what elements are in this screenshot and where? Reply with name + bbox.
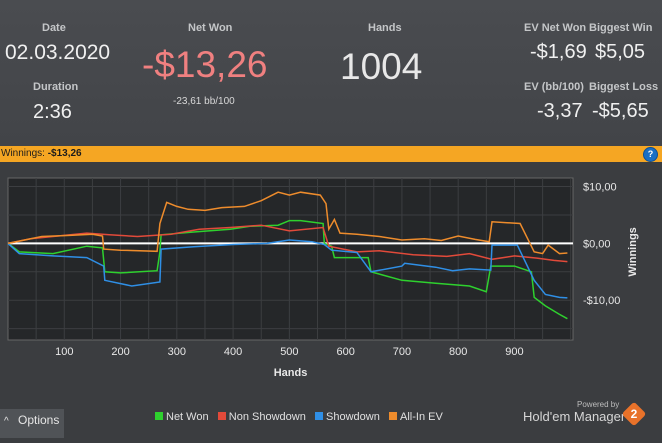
y-tick-label: $0,00 — [583, 238, 611, 250]
x-tick-label: 200 — [111, 346, 129, 358]
legend-swatch — [217, 412, 226, 420]
winnings-chart: 100 200 300 400 500 600 700 800 900 $10,00 $0,00 -$… — [7, 177, 639, 379]
legend-showdown[interactable]: Showdown — [315, 411, 380, 423]
winnings-bar: Winnings: -$13,26 — [0, 146, 662, 162]
ev-net-won-label: EV Net Won — [524, 22, 587, 34]
x-tick-label: 800 — [449, 346, 467, 358]
options-button[interactable]: ^ Options — [0, 409, 64, 438]
hem2-logo-number: 2 — [630, 407, 638, 421]
chevron-up-icon: ^ — [4, 416, 9, 427]
stats-panel: Date 02.03.2020 Duration 2:36 Net Won -$… — [0, 0, 662, 146]
ev-bb100-value: -3,37 — [537, 100, 583, 122]
legend-swatch — [389, 412, 397, 420]
date-value: 02.03.2020 — [5, 41, 111, 64]
plot-background — [7, 177, 574, 341]
y-axis-label: Winnings — [627, 227, 639, 276]
legend-net-won-label: Net Won — [166, 411, 209, 423]
series-line-all-in-ev — [7, 191, 568, 255]
ev-net-won-value: -$1,69 — [530, 41, 587, 63]
x-tick-label: 100 — [55, 346, 73, 358]
winnings-bar-text: Winnings: -$13,26 — [1, 146, 82, 162]
legend-allin-ev-label: All-In EV — [400, 411, 443, 423]
hands-label: Hands — [368, 22, 402, 34]
legend-showdown-label: Showdown — [326, 411, 380, 423]
winnings-bar-label: Winnings: — [1, 148, 45, 159]
ev-bb100-label: EV (bb/100) — [524, 81, 584, 93]
brand-name: Hold'em Manager — [523, 409, 626, 424]
net-won-bb100: -23,61 bb/100 — [173, 96, 235, 107]
chart-area: 100 200 300 400 500 600 700 800 900 $10,00 $0,00 -$… — [0, 162, 662, 438]
powered-by-text: Powered by — [577, 400, 620, 409]
legend-swatch — [315, 412, 323, 420]
x-tick-label: 900 — [505, 346, 523, 358]
legend-swatch — [155, 412, 163, 420]
biggest-win-label: Biggest Win — [589, 22, 653, 34]
x-tick-label: 400 — [224, 346, 242, 358]
y-tick-label: $10,00 — [583, 182, 617, 194]
biggest-loss-value: -$5,65 — [592, 100, 649, 122]
x-axis-label: Hands — [274, 367, 308, 379]
series-line-non-showdown — [7, 224, 568, 263]
biggest-loss-label: Biggest Loss — [589, 81, 659, 93]
net-won-value: -$13,26 — [142, 44, 268, 85]
series-line-showdown — [7, 239, 568, 299]
duration-value: 2:36 — [33, 101, 72, 123]
biggest-win-value: $5,05 — [595, 41, 646, 63]
help-icon[interactable]: ? — [643, 147, 658, 162]
chart-legend: Net Won Non Showdown Showdown All-In EV — [155, 411, 443, 423]
x-tick-label: 500 — [280, 346, 298, 358]
date-label: Date — [42, 22, 66, 34]
legend-allin-ev[interactable]: All-In EV — [389, 411, 443, 423]
winnings-bar-value: -$13,26 — [47, 148, 82, 159]
series-line-net-won — [7, 219, 568, 320]
legend-non-showdown[interactable]: Non Showdown — [217, 411, 306, 423]
y-tick-label: -$10,00 — [583, 295, 620, 307]
hands-value: 1004 — [340, 46, 423, 87]
options-label: Options — [18, 413, 60, 427]
duration-label: Duration — [33, 81, 79, 93]
x-tick-label: 300 — [168, 346, 186, 358]
x-tick-label: 600 — [336, 346, 354, 358]
net-won-label: Net Won — [188, 22, 233, 34]
legend-non-showdown-label: Non Showdown — [228, 411, 306, 423]
legend-net-won[interactable]: Net Won — [155, 411, 209, 423]
x-tick-label: 700 — [393, 346, 411, 358]
